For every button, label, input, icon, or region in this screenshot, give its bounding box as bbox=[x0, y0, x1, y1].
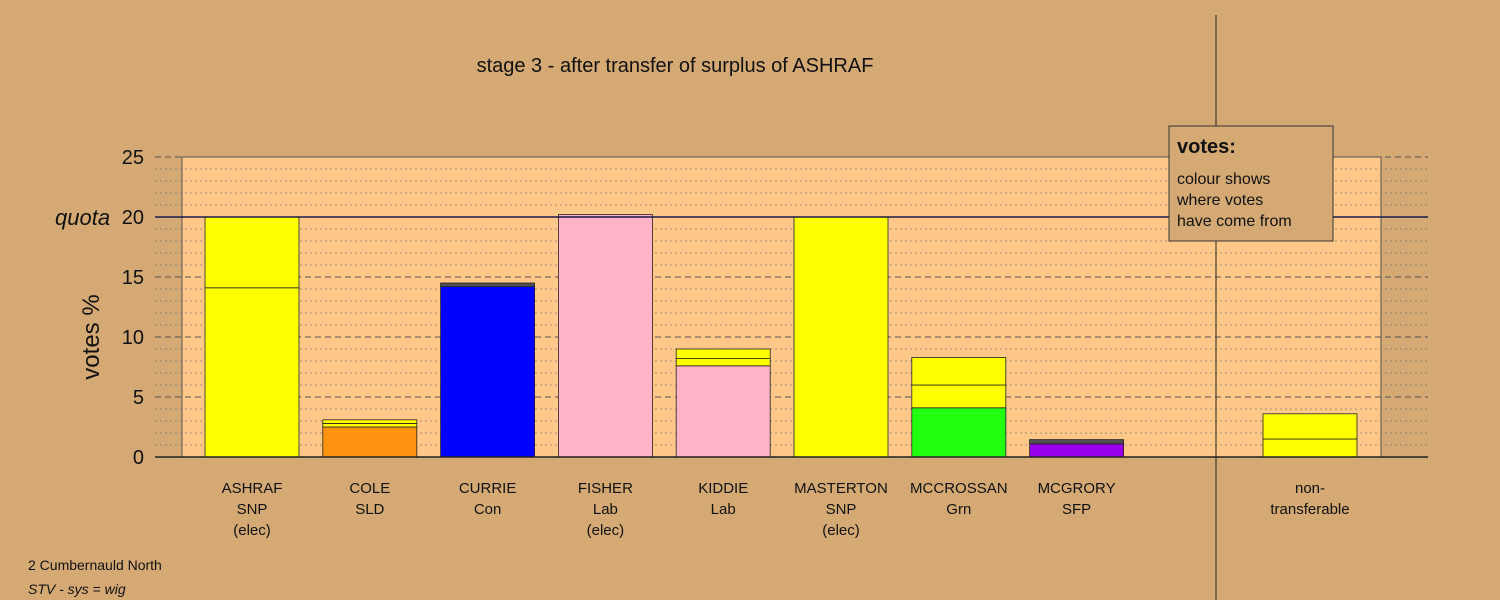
category-label-mcgrory: MCGRORY bbox=[1038, 480, 1116, 497]
bar-segment-mccrossan bbox=[911, 407, 1007, 458]
category-label-cole: SLD bbox=[355, 501, 384, 518]
category-label-nontransferable: transferable bbox=[1270, 501, 1349, 518]
bar-segment-kiddie bbox=[675, 348, 771, 360]
category-label-cole: COLE bbox=[349, 480, 390, 497]
y-tick-label: 10 bbox=[122, 327, 144, 349]
footer-system: STV - sys = wig bbox=[28, 581, 126, 597]
bar-segment-ashraf bbox=[204, 287, 300, 458]
bar-segment-kiddie bbox=[675, 365, 771, 458]
y-tick-label: 20 bbox=[122, 207, 144, 229]
category-label-ashraf: SNP bbox=[237, 501, 268, 518]
y-tick-label: 25 bbox=[122, 147, 144, 169]
category-label-mcgrory: SFP bbox=[1062, 501, 1091, 518]
bar-segment-currie bbox=[440, 282, 536, 287]
legend-line-1: colour shows bbox=[1177, 171, 1270, 188]
bar-segment-cole bbox=[322, 426, 418, 458]
quota-label: quota bbox=[55, 205, 110, 230]
bar-segment-mccrossan bbox=[911, 356, 1007, 386]
category-label-masterton: (elec) bbox=[822, 522, 860, 539]
y-axis-ticks: 0 5 10 15 20 25 bbox=[122, 147, 144, 469]
bar-segment-currie bbox=[440, 286, 536, 458]
legend: votes: colour shows where votes have com… bbox=[1168, 125, 1334, 242]
category-label-currie: CURRIE bbox=[459, 480, 517, 497]
category-label-nontransferable: non- bbox=[1295, 480, 1325, 497]
legend-line-2: where votes bbox=[1176, 192, 1263, 209]
bar-segment-fisher bbox=[558, 214, 653, 458]
category-label-ashraf: (elec) bbox=[233, 522, 271, 539]
category-label-kiddie: Lab bbox=[711, 501, 736, 518]
legend-box bbox=[1168, 125, 1334, 242]
category-label-ashraf: ASHRAF bbox=[222, 480, 283, 497]
bar-segment-ashraf bbox=[204, 216, 300, 289]
y-tick-label: 0 bbox=[133, 447, 144, 469]
y-tick-label: 15 bbox=[122, 267, 144, 289]
category-label-masterton: MASTERTON bbox=[794, 480, 888, 497]
bar-segment-nontransferable bbox=[1262, 413, 1358, 440]
bar-segment-masterton bbox=[793, 216, 889, 458]
bar-segment-cole bbox=[322, 419, 418, 424]
footer-area-name: 2 Cumbernauld North bbox=[28, 557, 162, 573]
chart-title: stage 3 - after transfer of surplus of A… bbox=[477, 55, 874, 77]
category-label-masterton: SNP bbox=[826, 501, 857, 518]
bar-segment-mcgrory bbox=[1029, 439, 1124, 445]
bar-segment-cole bbox=[322, 422, 418, 428]
legend-title: votes: bbox=[1177, 136, 1236, 158]
category-labels: ASHRAF SNP (elec) COLE SLD CURRIE Con FISHER Lab… bbox=[222, 480, 1350, 539]
category-label-fisher: Lab bbox=[593, 501, 618, 518]
y-tick-label: 5 bbox=[133, 387, 144, 409]
bars-group bbox=[204, 214, 1358, 458]
legend-line-3: have come from bbox=[1177, 213, 1292, 230]
category-label-fisher: FISHER bbox=[578, 480, 633, 497]
bar-segment-nontransferable bbox=[1262, 438, 1358, 458]
y-axis-label: votes % bbox=[78, 294, 105, 379]
category-label-mccrossan: MCCROSSAN bbox=[910, 480, 1008, 497]
bar-segment-mcgrory bbox=[1029, 443, 1124, 458]
category-label-kiddie: KIDDIE bbox=[698, 480, 748, 497]
bar-segment-kiddie bbox=[675, 358, 771, 367]
bar-segment-mccrossan bbox=[911, 384, 1007, 409]
category-label-mccrossan: Grn bbox=[946, 501, 971, 518]
category-label-currie: Con bbox=[474, 501, 502, 518]
category-label-fisher: (elec) bbox=[587, 522, 625, 539]
